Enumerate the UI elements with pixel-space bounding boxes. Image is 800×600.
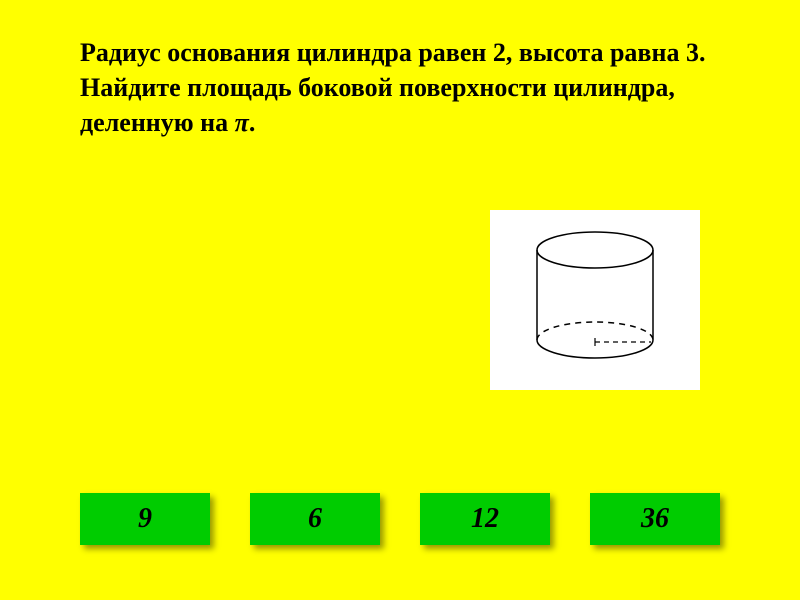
cylinder-svg	[515, 220, 675, 380]
cylinder-figure	[490, 210, 700, 390]
pi-symbol: π	[235, 108, 249, 137]
question-part2: .	[249, 108, 256, 137]
answer-option-4[interactable]: 36	[590, 493, 720, 545]
question-text: Радиус основания цилиндра равен 2, высот…	[80, 35, 720, 140]
answer-option-2[interactable]: 6	[250, 493, 380, 545]
answer-row: 9 6 12 36	[0, 493, 800, 545]
answer-option-1[interactable]: 9	[80, 493, 210, 545]
answer-option-3[interactable]: 12	[420, 493, 550, 545]
question-part1: Радиус основания цилиндра равен 2, высот…	[80, 38, 705, 137]
